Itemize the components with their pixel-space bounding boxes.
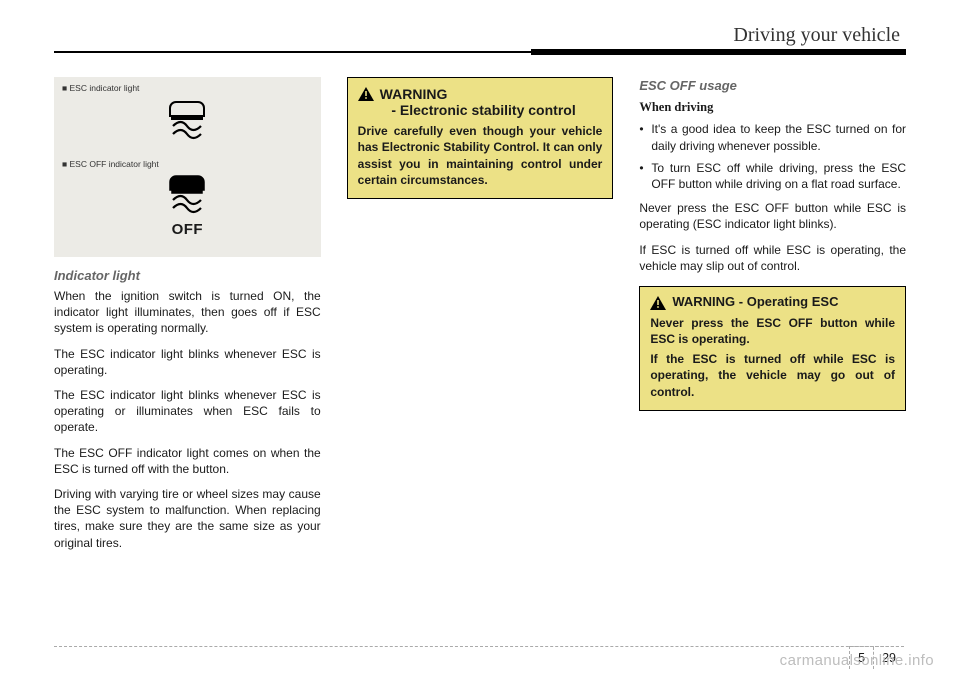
footer-dash-line [54, 646, 904, 647]
indicator-light-heading: Indicator light [54, 267, 321, 285]
warning-title-line1: WARNING [380, 86, 448, 102]
column-3: ESC OFF usage When driving It's a good i… [639, 77, 906, 560]
warning2-title-row: WARNING - Operating ESC [650, 295, 895, 310]
off-text: OFF [62, 220, 313, 240]
warning-triangle-icon [650, 296, 666, 310]
esc-indicator-icon [62, 94, 313, 148]
esc-off-bullets: It's a good idea to keep the ESC turned … [639, 121, 906, 192]
col1-p5: Driving with varying tire or wheel sizes… [54, 486, 321, 551]
esc-off-usage-heading: ESC OFF usage [639, 77, 906, 95]
when-driving-subhead: When driving [639, 99, 906, 116]
content-columns: ■ ESC indicator light ■ ES [54, 77, 906, 560]
esc-indicator-label: ■ ESC indicator light [62, 83, 313, 94]
warning-box-operating-esc: WARNING - Operating ESC Never press the … [639, 286, 906, 411]
col3-p2: If ESC is turned off while ESC is operat… [639, 242, 906, 274]
column-2: WARNING - Electronic stability control D… [347, 77, 614, 560]
indicator-panel: ■ ESC indicator light ■ ES [54, 77, 321, 257]
warning-title-line2: - Electronic stability control [391, 102, 575, 118]
col1-p3: The ESC indicator light blinks whenever … [54, 387, 321, 436]
bullet-1: It's a good idea to keep the ESC turned … [639, 121, 906, 153]
section-title: Driving your vehicle [54, 24, 906, 47]
col1-p4: The ESC OFF indicator light comes on whe… [54, 445, 321, 477]
header-rule [54, 51, 906, 53]
esc-indicator-block: ■ ESC indicator light [54, 77, 321, 153]
esc-off-indicator-label: ■ ESC OFF indicator light [62, 159, 313, 170]
column-1: ■ ESC indicator light ■ ES [54, 77, 321, 560]
warning-triangle-icon [358, 87, 374, 101]
esc-off-indicator-block: ■ ESC OFF indicator light [54, 153, 321, 247]
warning-box-esc: WARNING - Electronic stability control D… [347, 77, 614, 199]
warning-body: Drive carefully even though your vehicle… [358, 123, 603, 188]
col1-p2: The ESC indicator light blinks whenever … [54, 346, 321, 378]
col3-p1: Never press the ESC OFF button while ESC… [639, 200, 906, 232]
watermark-text: carmanualsonline.info [780, 652, 934, 669]
warning2-title: WARNING - Operating ESC [672, 295, 838, 310]
warning2-body1: Never press the ESC OFF button while ESC… [650, 315, 895, 347]
manual-page: Driving your vehicle ■ ESC indicator lig… [0, 0, 960, 689]
warning2-body2: If the ESC is turned off while ESC is op… [650, 351, 895, 400]
bullet-2: To turn ESC off while driving, press the… [639, 160, 906, 192]
col1-p1: When the ignition switch is turned ON, t… [54, 288, 321, 337]
warning-title-row: WARNING - Electronic stability control [358, 86, 603, 118]
esc-off-indicator-icon: OFF [62, 170, 313, 242]
warning-title: WARNING - Electronic stability control [380, 86, 576, 118]
